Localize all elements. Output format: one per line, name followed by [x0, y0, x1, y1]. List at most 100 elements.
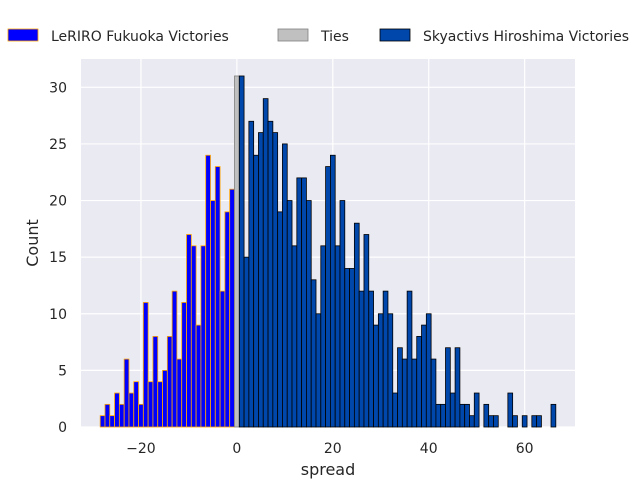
- bar-series-3: [421, 324, 427, 428]
- bar-series-3: [488, 415, 494, 428]
- bar-series-3: [483, 403, 490, 428]
- bar-series-1: [114, 392, 120, 428]
- bar-series-1: [171, 290, 178, 428]
- bar-series-3: [258, 132, 264, 428]
- bar-series-1: [181, 302, 187, 428]
- bar-series-3: [272, 132, 279, 428]
- bar-series-1: [229, 188, 235, 428]
- y-tick-label: 15: [49, 250, 67, 266]
- bar-series-3: [406, 290, 413, 428]
- y-tick-label: 10: [49, 307, 67, 323]
- bar-series-3: [286, 200, 293, 428]
- y-tick-label: 25: [49, 137, 67, 153]
- bar-series-3: [507, 392, 514, 428]
- bar-series-3: [267, 120, 274, 428]
- bar-series-3: [550, 403, 557, 428]
- x-axis-title: spread: [301, 460, 356, 479]
- bar-series-3: [445, 347, 451, 428]
- legend-swatch: [7, 28, 39, 42]
- bar-series-1: [214, 166, 221, 428]
- legend-label: LeRIRO Fukuoka Victories: [51, 29, 229, 45]
- bar-series-3: [411, 358, 418, 428]
- bar-series-3: [521, 415, 528, 428]
- bar-series-1: [186, 234, 192, 428]
- x-tick-label: 60: [516, 441, 534, 457]
- bar-series-3: [430, 358, 437, 428]
- bar-series-3: [536, 415, 542, 428]
- bar-series-3: [440, 403, 446, 428]
- bar-series-1: [133, 381, 139, 428]
- bar-series-1: [166, 336, 173, 428]
- bar-series-1: [118, 403, 125, 428]
- bar-series-3: [282, 143, 288, 428]
- bar-series-1: [200, 245, 207, 428]
- x-tick-labels: −20 0 20 40 60: [126, 441, 533, 457]
- y-tick-label: 30: [49, 80, 67, 96]
- bar-series-1: [157, 381, 163, 428]
- bar-series-3: [493, 415, 499, 428]
- bar-series-3: [363, 234, 370, 428]
- bar-series-3: [349, 268, 355, 428]
- bar-series-3: [377, 313, 384, 428]
- bars-group: [99, 75, 557, 428]
- bar-series-1: [147, 381, 154, 428]
- bar-series-3: [329, 154, 336, 428]
- bar-series-3: [320, 245, 327, 428]
- bar-series-3: [291, 245, 298, 428]
- bar-series-3: [296, 177, 303, 428]
- bar-series-3: [325, 166, 331, 428]
- bar-series-3: [301, 177, 307, 428]
- bar-series-3: [382, 290, 389, 428]
- bar-series-3: [243, 256, 250, 428]
- bar-series-3: [339, 200, 346, 428]
- bar-series-3: [401, 358, 408, 428]
- bar-series-3: [277, 211, 283, 428]
- x-tick-label: 40: [420, 441, 438, 457]
- bar-series-1: [219, 290, 226, 428]
- bar-series-1: [195, 324, 202, 428]
- legend-swatch: [379, 28, 411, 42]
- bar-series-1: [152, 336, 159, 428]
- bar-series-3: [531, 415, 538, 428]
- bar-series-3: [334, 245, 341, 428]
- y-tick-label: 5: [58, 363, 67, 379]
- bar-series-1: [99, 415, 106, 428]
- bar-series-1: [210, 200, 216, 428]
- bar-series-1: [104, 403, 111, 428]
- x-tick-label: 0: [232, 441, 241, 457]
- y-tick-labels: 0 5 10 15 20 25 30: [49, 80, 67, 436]
- y-tick-label: 0: [58, 420, 67, 436]
- bar-series-3: [435, 403, 442, 428]
- bar-series-1: [224, 211, 231, 428]
- bar-series-1: [123, 358, 130, 428]
- bar-series-3: [449, 392, 456, 428]
- bar-series-3: [262, 98, 269, 428]
- bar-series-3: [353, 222, 360, 428]
- bar-series-3: [344, 268, 350, 428]
- bar-series-3: [358, 290, 365, 428]
- bar-series-2: [234, 75, 240, 428]
- bar-series-3: [373, 324, 379, 428]
- bar-series-3: [368, 290, 374, 428]
- legend-label: Ties: [320, 29, 349, 45]
- bar-series-3: [473, 392, 480, 428]
- y-axis-title: Count: [23, 219, 42, 267]
- bar-series-3: [469, 415, 475, 428]
- bar-series-1: [190, 245, 197, 428]
- bar-series-1: [138, 403, 144, 428]
- bar-series-1: [128, 392, 135, 428]
- bar-series-3: [392, 392, 398, 428]
- bar-series-3: [416, 336, 422, 428]
- bar-series-1: [176, 358, 183, 428]
- bar-series-3: [425, 313, 432, 428]
- bar-series-3: [397, 347, 403, 428]
- x-tick-label: −20: [126, 441, 156, 457]
- bar-series-3: [459, 403, 466, 428]
- bar-series-3: [512, 415, 518, 428]
- bar-series-3: [306, 200, 312, 428]
- bar-series-3: [310, 279, 317, 428]
- legend: LeRIRO Fukuoka Victories Ties Skyactivs Hi…: [7, 28, 629, 45]
- bar-series-1: [162, 369, 168, 428]
- bar-series-1: [109, 415, 115, 428]
